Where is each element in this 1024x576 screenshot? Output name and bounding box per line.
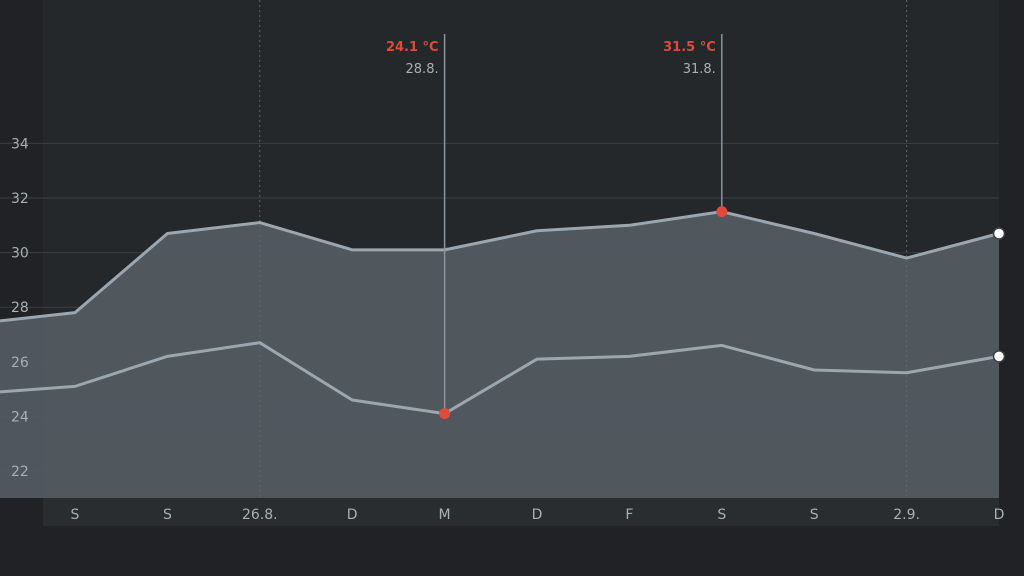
y-tick-label: 28 xyxy=(11,300,29,316)
x-tick-label: S xyxy=(71,507,80,523)
y-tick-label: 34 xyxy=(11,136,29,152)
x-tick-label: S xyxy=(163,507,172,523)
area-fill xyxy=(0,211,999,498)
annotation-date-label: 28.8. xyxy=(406,62,439,77)
x-tick-label: D xyxy=(994,507,1005,523)
annotation-date-label: 31.8. xyxy=(683,62,716,77)
x-axis-ticks: S S 26.8. D M D F S S 2.9. D xyxy=(71,507,1005,523)
temperature-range-area xyxy=(0,211,999,498)
annotation-value-label: 24.1 °C xyxy=(386,40,439,55)
x-tick-label: D xyxy=(347,507,358,523)
y-axis-ticks: 22 24 26 28 30 32 34 xyxy=(11,136,29,480)
y-tick-label: 32 xyxy=(11,191,29,207)
x-tick-label: S xyxy=(717,507,726,523)
highlight-point-marker xyxy=(439,408,451,420)
x-tick-label: F xyxy=(625,507,633,523)
y-tick-label: 22 xyxy=(11,464,29,480)
x-tick-label: S xyxy=(810,507,819,523)
x-tick-label: 2.9. xyxy=(893,507,920,523)
lower-series-line xyxy=(0,341,1000,416)
x-tick-label: D xyxy=(532,507,543,523)
markers xyxy=(439,206,1006,420)
series-lines xyxy=(0,210,1000,416)
x-axis-band xyxy=(43,498,999,526)
highlight-point-marker xyxy=(716,206,728,218)
annotations: 24.1 °C 28.8. 31.5 °C 31.8. xyxy=(386,34,723,414)
y-tick-label: 26 xyxy=(11,355,29,371)
upper-series-line xyxy=(0,210,1000,323)
x-tick-label: M xyxy=(439,507,451,523)
end-point-marker xyxy=(992,350,1006,363)
y-tick-label: 24 xyxy=(11,409,29,425)
end-point-marker xyxy=(992,227,1006,240)
week-separators xyxy=(259,0,908,498)
x-tick-label: 26.8. xyxy=(242,507,278,523)
annotation-value-label: 31.5 °C xyxy=(663,40,716,55)
y-tick-label: 30 xyxy=(11,246,29,262)
